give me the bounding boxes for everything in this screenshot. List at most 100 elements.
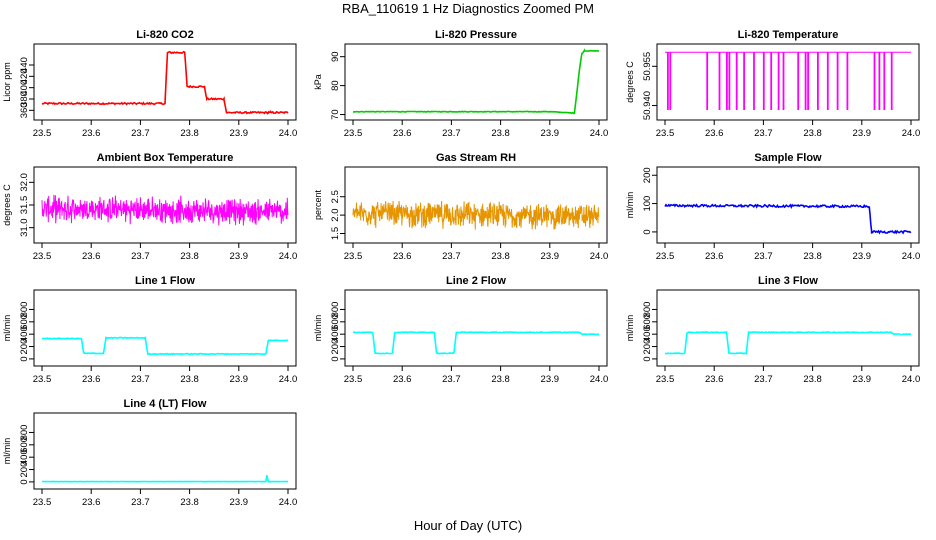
x-tick-label: 23.5 [33,128,52,139]
x-tick-label: 24.0 [279,251,298,262]
y-tick-label: 31.0 [19,218,30,237]
x-tick-label: 24.0 [279,128,298,139]
series-line [41,50,289,115]
y-tick-label: 32.0 [19,173,30,192]
panel-title: Line 1 Flow [135,275,195,287]
x-tick-label: 23.7 [131,497,150,508]
x-tick-label: 23.9 [230,251,249,262]
y-tick-label: 2.5 [330,190,341,203]
panel-co2: Li-820 CO2 Licor ppm 23.5 23.6 23.7 23.8 23.9 2… [2,29,297,139]
y-tick-label: 200 [330,339,341,355]
plot-frame [33,412,297,490]
panel-line4: Line 4 (LT) Flow ml/min 23.5 23.6 23.7 23.8 23… [2,398,297,508]
y-tick-label: 400 [330,326,341,342]
y-tick-label: 2.0 [330,208,341,221]
panel-line3: Line 3 Flow ml/min 23.5 23.6 23.7 23.8 23.9 24.… [625,275,920,385]
y-tick-label: 1.5 [330,227,341,240]
y-tick-label: 800 [330,302,341,318]
y-tick-label: 400 [642,326,653,342]
y-tick-label: 200 [19,462,30,478]
panel-ylabel: kPa [313,74,323,90]
panel-ylabel: Licor ppm [2,62,12,102]
x-tick-label: 23.6 [393,374,412,385]
series-line [665,51,911,110]
x-tick-label: 23.8 [803,128,822,139]
x-tick-label: 23.9 [541,251,560,262]
panel-title: Gas Stream RH [436,152,516,164]
x-tick-label: 24.0 [590,128,609,139]
y-tick-label: 400 [19,449,30,465]
x-tick-label: 23.7 [442,251,461,262]
panel-title: Line 2 Flow [446,275,506,287]
series-line [41,194,289,226]
series-line [352,200,600,230]
y-tick-label: 800 [642,302,653,318]
x-tick-label: 23.5 [344,374,363,385]
x-tick-label: 23.5 [656,251,675,262]
x-tick-label: 23.7 [754,374,773,385]
panel-ylabel: ml/min [2,438,12,465]
x-tick-label: 23.6 [82,374,101,385]
panel-title: Sample Flow [754,152,822,164]
plot-frame [656,43,920,121]
panel-title: Li-820 CO2 [136,29,193,41]
y-tick-label: 0 [19,479,30,484]
y-tick-label: 600 [19,437,30,453]
panel-ambbox: Ambient Box Temperature degrees C 23.5 23.6… [2,152,297,262]
x-tick-label: 23.9 [230,128,249,139]
panel-ylabel: degrees C [2,184,12,226]
series-line [664,330,912,355]
panel-title: Li-820 Pressure [435,29,517,41]
panel-line2: Line 2 Flow ml/min 23.5 23.6 23.7 23.8 23.9 24.… [313,275,608,385]
x-tick-label: 23.7 [442,374,461,385]
x-tick-label: 23.8 [180,251,199,262]
x-tick-label: 23.9 [541,374,560,385]
panel-title: Ambient Box Temperature [97,152,234,164]
x-tick-label: 23.7 [131,374,150,385]
x-tick-label: 24.0 [279,497,298,508]
y-tick-label: 70 [330,109,341,120]
y-tick-label: 50.940 [642,91,653,120]
x-tick-label: 23.8 [803,251,822,262]
x-tick-label: 23.8 [180,374,199,385]
x-tick-label: 23.5 [33,374,52,385]
x-tick-label: 23.6 [82,497,101,508]
x-tick-label: 23.6 [705,251,724,262]
x-tick-label: 23.6 [393,251,412,262]
x-tick-label: 24.0 [279,374,298,385]
y-tick-label: 800 [19,302,30,318]
y-tick-label: 200 [19,339,30,355]
x-tick-label: 23.9 [853,251,872,262]
x-tick-label: 23.9 [541,128,560,139]
y-tick-label: 360 [19,102,30,118]
x-tick-label: 23.9 [230,497,249,508]
plot-frame [344,289,608,367]
x-tick-label: 23.9 [853,128,872,139]
figure-title: RBA_110619 1 Hz Diagnostics Zoomed PM [342,1,594,16]
x-tick-label: 23.8 [180,128,199,139]
x-tick-label: 23.7 [754,251,773,262]
series-line [41,475,288,483]
series-line [353,48,600,115]
x-tick-label: 23.6 [393,128,412,139]
y-tick-label: 0 [642,229,653,234]
y-tick-label: 600 [642,314,653,330]
panel-ylabel: ml/min [625,315,635,342]
y-tick-label: 200 [642,167,653,183]
x-tick-label: 24.0 [902,128,921,139]
y-tick-label: 420 [19,68,30,84]
y-tick-label: 31.5 [19,196,30,215]
x-tick-label: 23.5 [344,128,363,139]
y-tick-label: 100 [642,196,653,212]
y-tick-label: 90 [330,51,341,62]
y-tick-label: 400 [19,326,30,342]
x-tick-label: 23.5 [656,374,675,385]
x-tick-label: 23.8 [491,374,510,385]
panel-rh: Gas Stream RH percent 23.5 23.6 23.7 23.8 23.9… [313,152,608,262]
x-tick-label: 23.7 [442,128,461,139]
plot-frame [656,289,920,367]
series-line [664,203,912,235]
series-line [41,336,289,356]
x-tick-label: 24.0 [902,251,921,262]
x-tick-label: 23.8 [491,128,510,139]
